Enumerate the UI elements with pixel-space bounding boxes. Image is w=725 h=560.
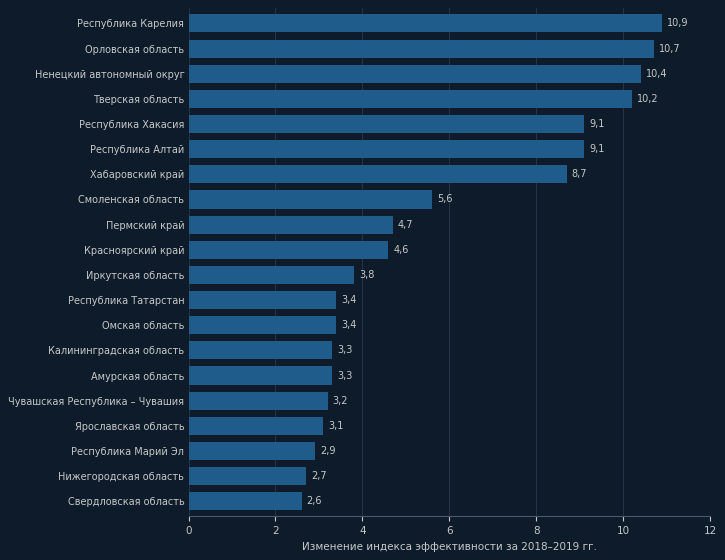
Bar: [188, 391, 328, 410]
Bar: [188, 266, 354, 284]
Text: 10,4: 10,4: [646, 69, 667, 79]
Bar: [188, 115, 584, 133]
Text: 10,9: 10,9: [668, 18, 689, 29]
Text: 9,1: 9,1: [589, 144, 605, 154]
Text: 9,1: 9,1: [589, 119, 605, 129]
Bar: [188, 417, 323, 435]
Bar: [188, 15, 662, 32]
Text: 2,9: 2,9: [320, 446, 335, 456]
Bar: [188, 316, 336, 334]
Text: 2,6: 2,6: [307, 496, 322, 506]
Text: 3,3: 3,3: [337, 371, 352, 381]
Text: 8,7: 8,7: [572, 169, 587, 179]
Bar: [188, 467, 306, 485]
Bar: [188, 40, 653, 58]
Bar: [188, 140, 584, 158]
Bar: [188, 165, 567, 183]
Text: 10,7: 10,7: [659, 44, 680, 54]
Text: 3,1: 3,1: [328, 421, 344, 431]
Text: 3,3: 3,3: [337, 346, 352, 356]
X-axis label: Изменение индекса эффективности за 2018–2019 гг.: Изменение индекса эффективности за 2018–…: [302, 542, 597, 552]
Bar: [188, 90, 631, 108]
Text: 3,8: 3,8: [359, 270, 374, 280]
Bar: [188, 241, 389, 259]
Text: 5,6: 5,6: [437, 194, 452, 204]
Text: 2,7: 2,7: [311, 471, 327, 481]
Bar: [188, 366, 332, 385]
Bar: [188, 342, 332, 360]
Text: 3,2: 3,2: [333, 396, 348, 405]
Text: 4,7: 4,7: [398, 220, 413, 230]
Text: 3,4: 3,4: [341, 320, 357, 330]
Bar: [188, 492, 302, 510]
Bar: [188, 442, 315, 460]
Bar: [188, 216, 393, 234]
Bar: [188, 190, 432, 208]
Text: 4,6: 4,6: [394, 245, 409, 255]
Bar: [188, 64, 640, 83]
Text: 3,4: 3,4: [341, 295, 357, 305]
Text: 10,2: 10,2: [637, 94, 658, 104]
Bar: [188, 291, 336, 309]
